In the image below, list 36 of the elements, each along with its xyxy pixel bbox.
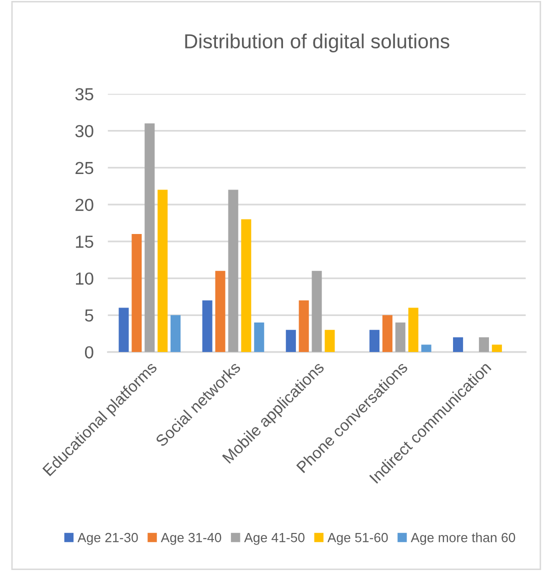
bar: [421, 344, 432, 352]
bar: [408, 308, 418, 352]
legend-label: Age more than 60: [410, 532, 516, 545]
y-tick-label: 20: [76, 198, 94, 211]
legend-label: Age 31-40: [160, 532, 222, 545]
legend-label: Age 21-30: [78, 532, 138, 545]
legend-label: Age 51-60: [327, 532, 388, 545]
bar: [453, 337, 464, 352]
bar: [478, 337, 489, 352]
y-tick-label: 35: [75, 88, 94, 100]
y-tick-label: 0: [84, 346, 94, 358]
y-tick-label: 15: [76, 236, 94, 248]
bar: [382, 315, 392, 352]
y-tick-label: 25: [76, 162, 94, 174]
bar: [312, 270, 322, 352]
bar: [170, 315, 181, 352]
bar: [202, 300, 212, 352]
bar: [324, 330, 335, 352]
bar: [395, 322, 406, 352]
bar: [215, 270, 226, 352]
bar: [158, 190, 168, 352]
bar: [118, 308, 129, 352]
legend-label: Age 41-50: [244, 532, 304, 545]
y-tick-label: 5: [85, 310, 94, 322]
bar: [492, 344, 502, 352]
bar: [286, 330, 296, 352]
bar: [254, 322, 264, 352]
bar: [144, 123, 155, 352]
y-tick-label: 30: [75, 124, 94, 138]
bar: [132, 234, 142, 352]
bar: [369, 330, 380, 352]
y-tick-label: 10: [76, 272, 94, 285]
bar: [241, 219, 252, 352]
chart-title: Distribution of digital solutions: [185, 34, 450, 52]
bar: [298, 300, 309, 352]
bar: [228, 190, 238, 352]
